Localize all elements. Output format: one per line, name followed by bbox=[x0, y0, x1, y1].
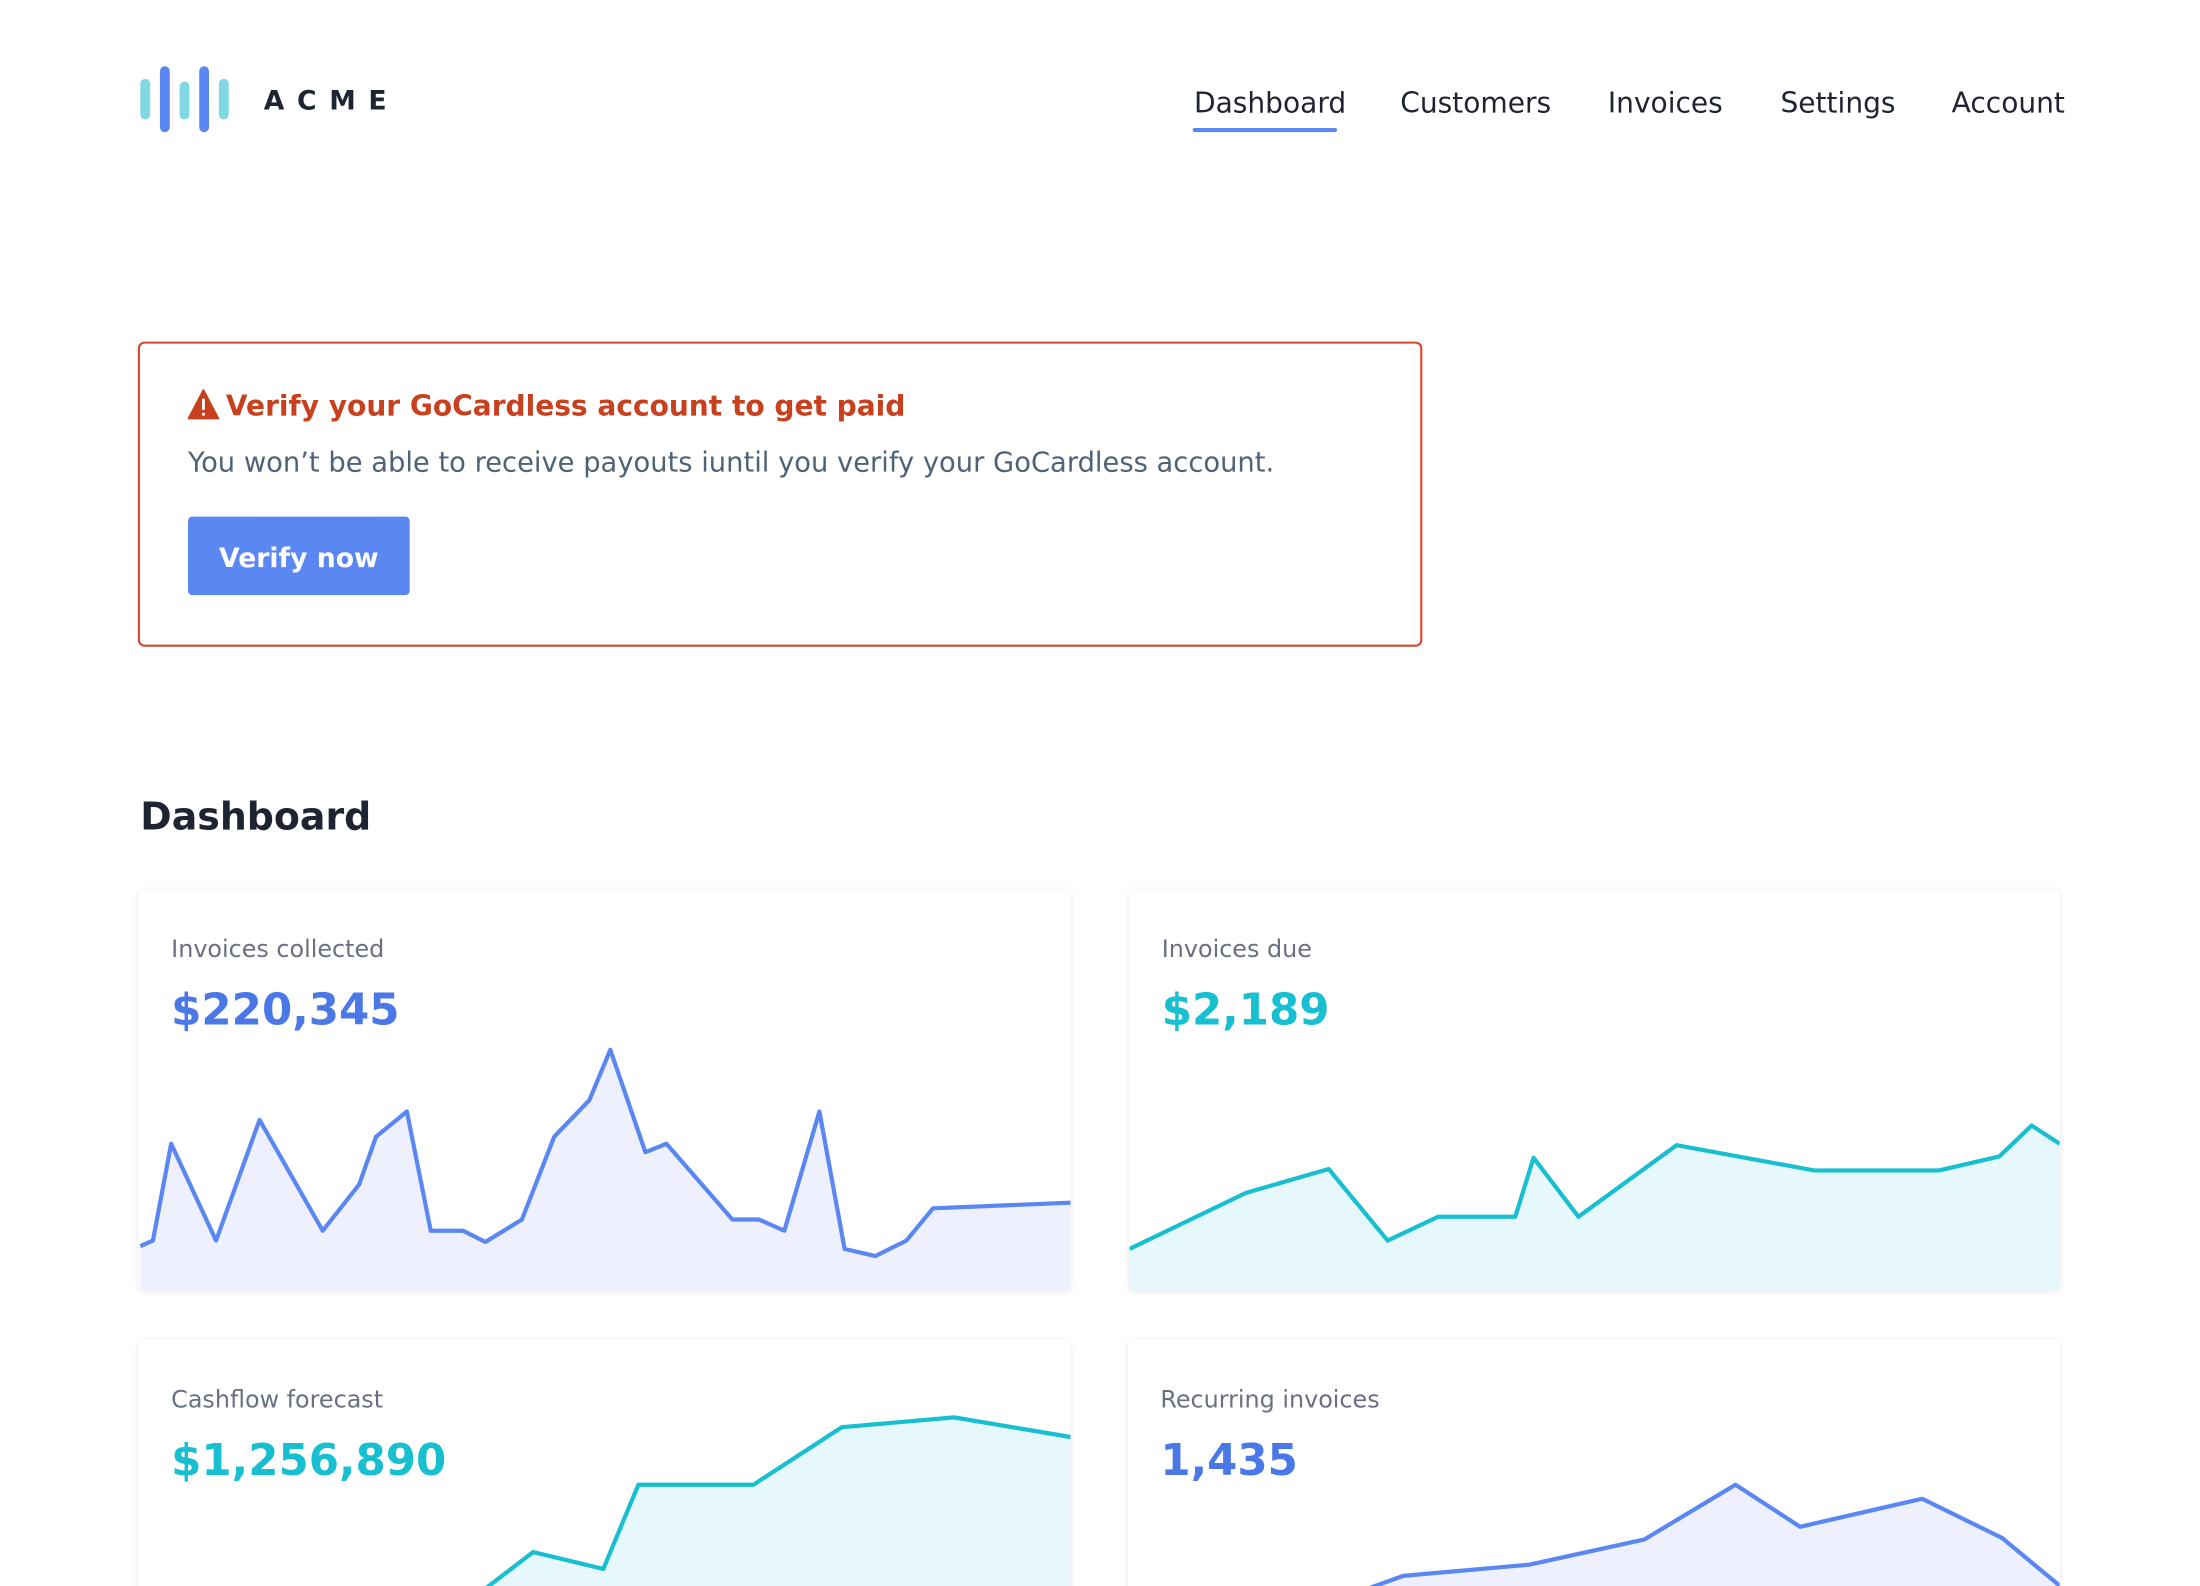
logo-bar bbox=[179, 81, 190, 120]
nav-link[interactable]: Settings bbox=[1780, 87, 1895, 120]
sparkline bbox=[139, 1047, 1071, 1290]
logo-text: ACME bbox=[264, 86, 399, 117]
card-label: Recurring invoices bbox=[1160, 1386, 1379, 1414]
card-label: Invoices due bbox=[1162, 935, 1312, 963]
sparkline bbox=[1129, 1123, 2060, 1290]
nav-link[interactable]: Dashboard bbox=[1194, 87, 1346, 120]
alert-title: Verify your GoCardless account to get pa… bbox=[226, 390, 905, 423]
card-value: $220,345 bbox=[171, 986, 399, 1036]
nav-active-underline bbox=[1192, 127, 1338, 133]
nav-link[interactable]: Customers bbox=[1400, 87, 1551, 120]
alert-body: You won’t be able to receive payouts iun… bbox=[187, 448, 1274, 479]
warning-icon bbox=[187, 389, 220, 420]
card-value: $2,189 bbox=[1162, 986, 1330, 1036]
logo-bar bbox=[159, 66, 170, 133]
logo-bar bbox=[140, 78, 151, 120]
sparkline bbox=[484, 1415, 1071, 1586]
verify-button-label[interactable]: Verify now bbox=[219, 543, 379, 574]
card-label: Invoices collected bbox=[171, 935, 384, 963]
logo-bar bbox=[199, 66, 210, 133]
card-value: $1,256,890 bbox=[171, 1436, 446, 1486]
section-title: Dashboard bbox=[140, 794, 371, 838]
card-label: Cashflow forecast bbox=[171, 1386, 383, 1414]
verify-button[interactable] bbox=[188, 516, 410, 596]
logo[interactable]: ACME bbox=[140, 66, 399, 133]
nav-link[interactable]: Invoices bbox=[1608, 87, 1723, 120]
nav-link[interactable]: Account bbox=[1952, 87, 2065, 120]
card-value: 1,435 bbox=[1160, 1436, 1298, 1486]
logo-bar bbox=[218, 78, 229, 120]
sparkline bbox=[1367, 1482, 2060, 1586]
alert-box bbox=[137, 341, 1423, 647]
